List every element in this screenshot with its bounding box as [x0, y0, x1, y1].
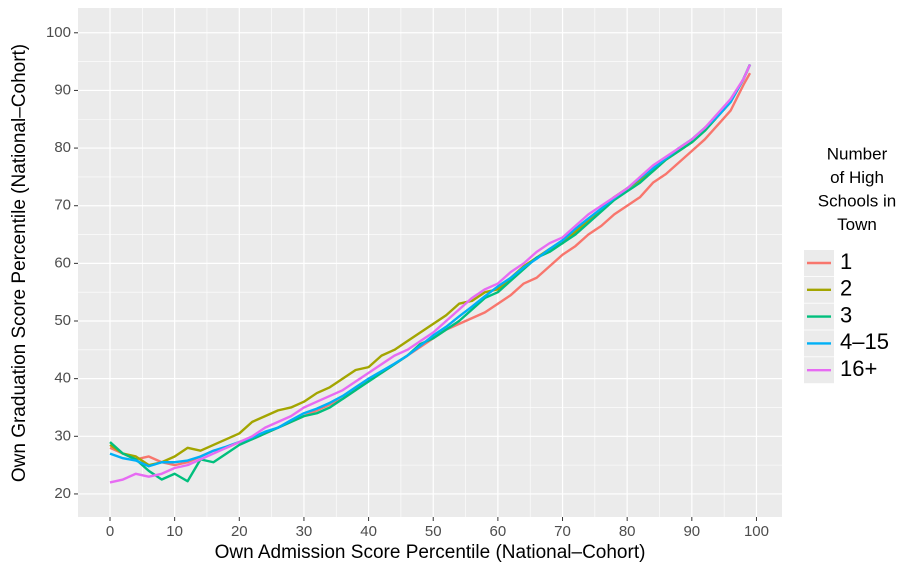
x-tick-label: 0: [106, 523, 114, 540]
series-line: [109, 63, 752, 483]
x-tick-label: 40: [360, 523, 377, 540]
x-tick-label: 30: [296, 523, 313, 540]
legend-label: 16+: [840, 356, 877, 381]
legend-label: 1: [840, 249, 852, 274]
y-tick-label: 50: [54, 312, 71, 329]
y-tick-label: 100: [46, 24, 71, 41]
y-tick-label: 90: [54, 81, 71, 98]
legend-title: of High: [830, 168, 884, 187]
series-line: [109, 63, 752, 484]
x-tick-label: 10: [166, 523, 183, 540]
series-line: [109, 63, 752, 468]
legend-label: 2: [840, 276, 852, 301]
y-axis-title: Own Graduation Score Percentile (Nationa…: [9, 44, 30, 482]
y-tick-label: 20: [54, 485, 71, 502]
panel: [78, 8, 782, 517]
x-tick-label: 50: [425, 523, 442, 540]
x-tick-label: 60: [490, 523, 507, 540]
x-tick-label: 100: [744, 523, 769, 540]
y-tick-label: 30: [54, 427, 71, 444]
y-tick-label: 80: [54, 139, 71, 156]
legend-title: Town: [837, 215, 877, 234]
x-tick-label: 20: [231, 523, 248, 540]
y-tick-label: 40: [54, 370, 71, 387]
x-tick-label: 80: [619, 523, 636, 540]
legend-title: Schools in: [818, 191, 896, 210]
y-tick-label: 70: [54, 197, 71, 214]
legend-label: 4–15: [840, 329, 889, 354]
legend-label: 3: [840, 302, 852, 327]
y-tick-label: 60: [54, 254, 71, 271]
x-tick-label: 90: [683, 523, 700, 540]
legend-title: Number: [827, 144, 888, 163]
x-axis-title: Own Admission Score Percentile (National…: [215, 542, 646, 563]
x-tick-label: 70: [554, 523, 571, 540]
